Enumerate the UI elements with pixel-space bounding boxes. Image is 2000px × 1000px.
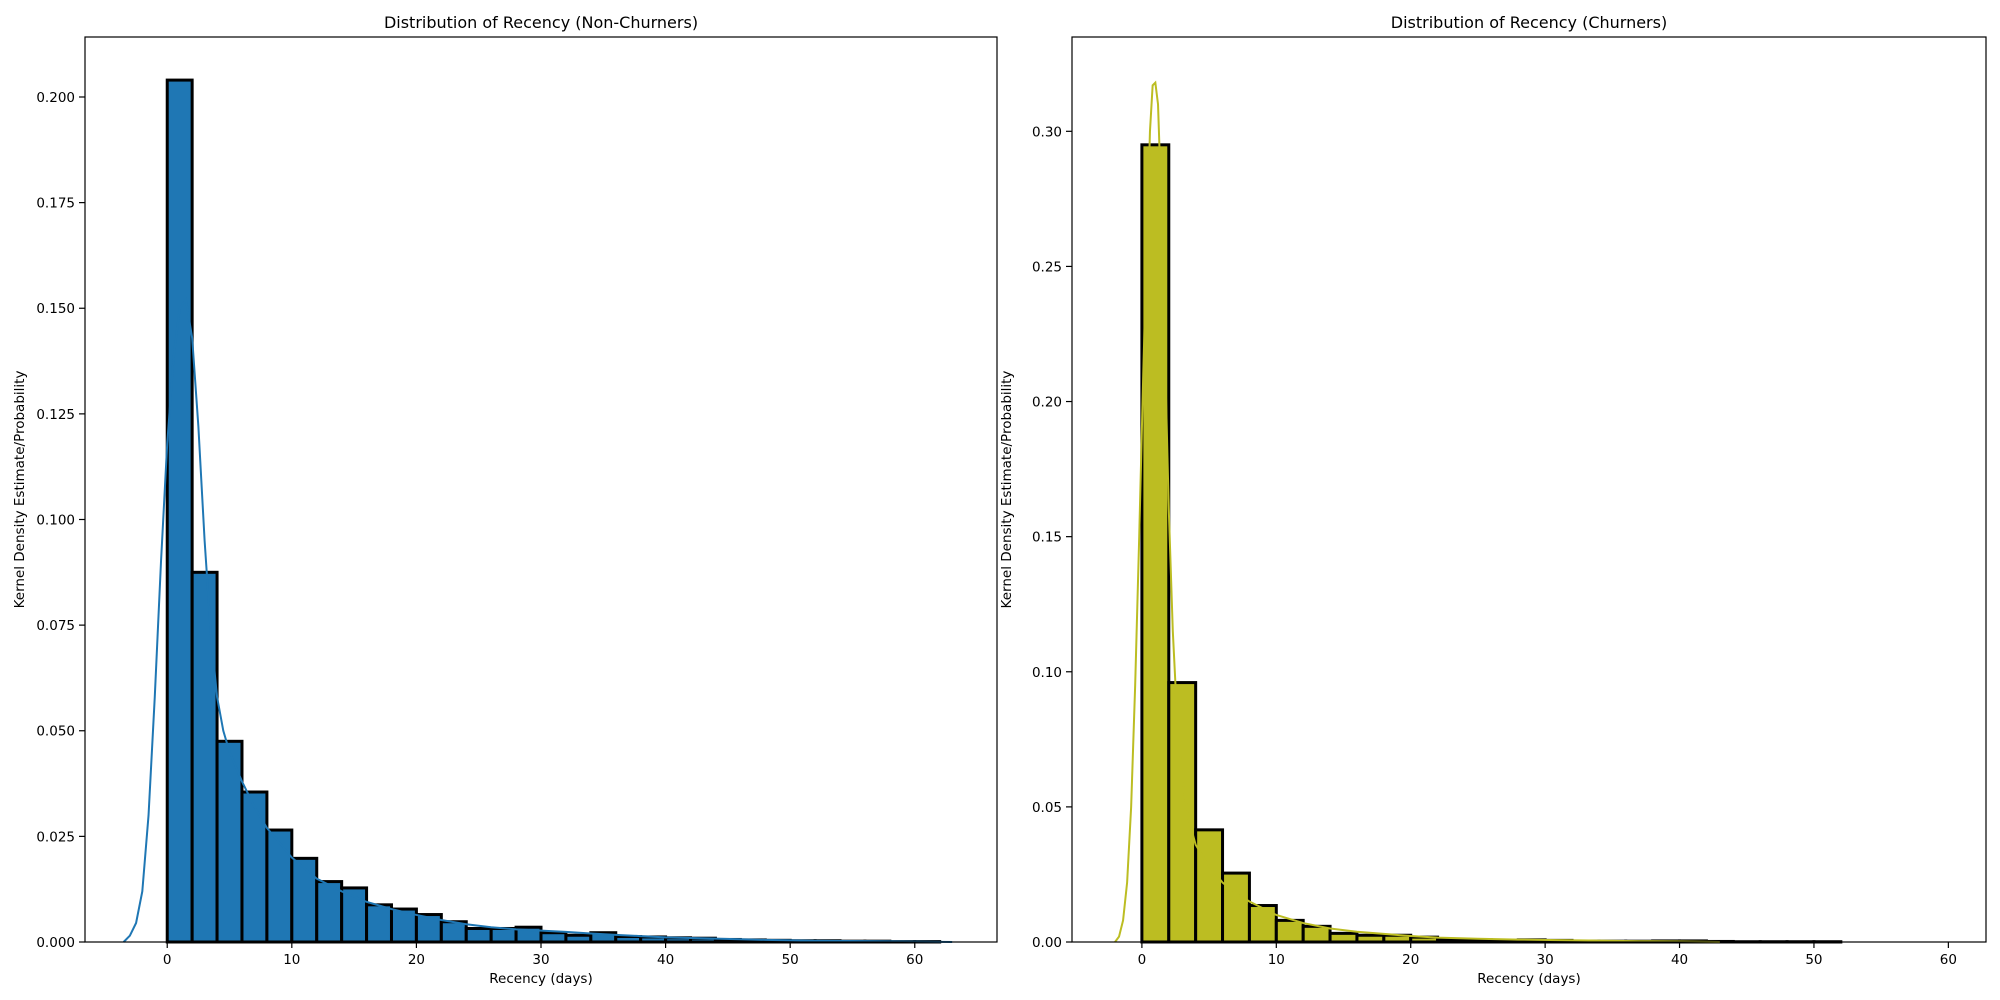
bar-churners	[1274, 918, 1305, 944]
x-tick-label-churners: 30	[1537, 952, 1554, 968]
y-tick-label-non-churners: 0.200	[36, 90, 75, 106]
bar-churners	[1221, 871, 1251, 944]
x-tick-label-churners: 20	[1402, 952, 1419, 968]
bar-non-churners	[265, 828, 294, 944]
bar-churners	[1355, 933, 1386, 944]
bar-non-churners	[489, 926, 518, 944]
bar-non-churners	[539, 931, 568, 944]
y-tick-label-churners: 0.30	[1032, 124, 1062, 140]
x-axis-label-non-churners: Recency (days)	[489, 971, 592, 987]
chart-churners: 0 10 20 30 40 50 60 0.00 0.05 0.10 0.15 0.20 0.25 0.3…	[999, 13, 1987, 987]
x-tick-label-non-churners: 20	[408, 952, 425, 968]
y-axis-label-non-churners: Kernel Density Estimate/Probability	[12, 371, 28, 609]
bar-non-churners	[190, 570, 219, 944]
bars-non-churners	[165, 78, 942, 944]
y-tick-label-non-churners: 0.100	[36, 512, 75, 528]
x-tick-label-churners: 40	[1671, 952, 1688, 968]
x-tick-label-non-churners: 0	[163, 952, 172, 968]
y-tick-label-churners: 0.00	[1032, 935, 1062, 951]
bar-non-churners	[614, 935, 643, 944]
x-axis-label-churners: Recency (days)	[1477, 971, 1580, 987]
bar-non-churners	[240, 790, 269, 944]
kde-line-non-churners	[122, 297, 953, 943]
y-axis-label-churners: Kernel Density Estimate/Probability	[999, 371, 1015, 609]
y-tick-label-non-churners: 0.050	[36, 724, 75, 740]
bar-non-churners	[464, 926, 493, 944]
chart-title-non-churners: Distribution of Recency (Non-Churners)	[384, 13, 698, 32]
kde-line-churners	[1114, 80, 1720, 943]
bar-churners	[1167, 681, 1198, 944]
bar-non-churners	[315, 880, 344, 944]
bar-non-churners	[290, 856, 319, 944]
x-tick-label-non-churners: 40	[657, 952, 674, 968]
y-tick-label-non-churners: 0.175	[36, 196, 75, 212]
bar-non-churners	[365, 903, 393, 944]
bar-churners	[1247, 904, 1278, 944]
x-tick-label-non-churners: 30	[532, 952, 549, 968]
y-tick-label-churners: 0.05	[1032, 800, 1062, 816]
y-tick-label-non-churners: 0.000	[36, 935, 75, 951]
y-tick-label-non-churners: 0.150	[36, 301, 75, 317]
y-tick-label-churners: 0.20	[1032, 395, 1062, 411]
x-tick-label-churners: 60	[1940, 952, 1957, 968]
bar-churners	[1328, 931, 1359, 944]
x-tick-label-non-churners: 50	[782, 952, 799, 968]
chart-non-churners: 0 10 20 30 40 50 60 0.000 0.025 0.050 0.075 0.100 0.…	[12, 13, 998, 987]
y-tick-label-churners: 0.15	[1032, 530, 1062, 546]
x-tick-label-churners: 50	[1805, 952, 1822, 968]
chart-title-churners: Distribution of Recency (Churners)	[1391, 13, 1667, 32]
x-tick-label-churners: 10	[1268, 952, 1285, 968]
y-tick-label-non-churners: 0.025	[36, 829, 75, 845]
y-tick-label-churners: 0.25	[1032, 259, 1062, 275]
y-tick-label-churners: 0.10	[1032, 665, 1062, 681]
x-tick-label-non-churners: 10	[283, 952, 300, 968]
bars-churners	[1140, 143, 1843, 944]
bar-non-churners	[165, 78, 194, 944]
x-tick-label-non-churners: 60	[906, 952, 923, 968]
bar-churners	[1194, 828, 1225, 944]
axes-frame-churners	[1071, 36, 1987, 943]
x-tick-label-churners: 0	[1138, 952, 1147, 968]
bar-non-churners	[439, 920, 468, 944]
y-tick-label-non-churners: 0.075	[36, 618, 75, 634]
bar-non-churners	[564, 933, 593, 944]
y-tick-label-non-churners: 0.125	[36, 407, 75, 423]
